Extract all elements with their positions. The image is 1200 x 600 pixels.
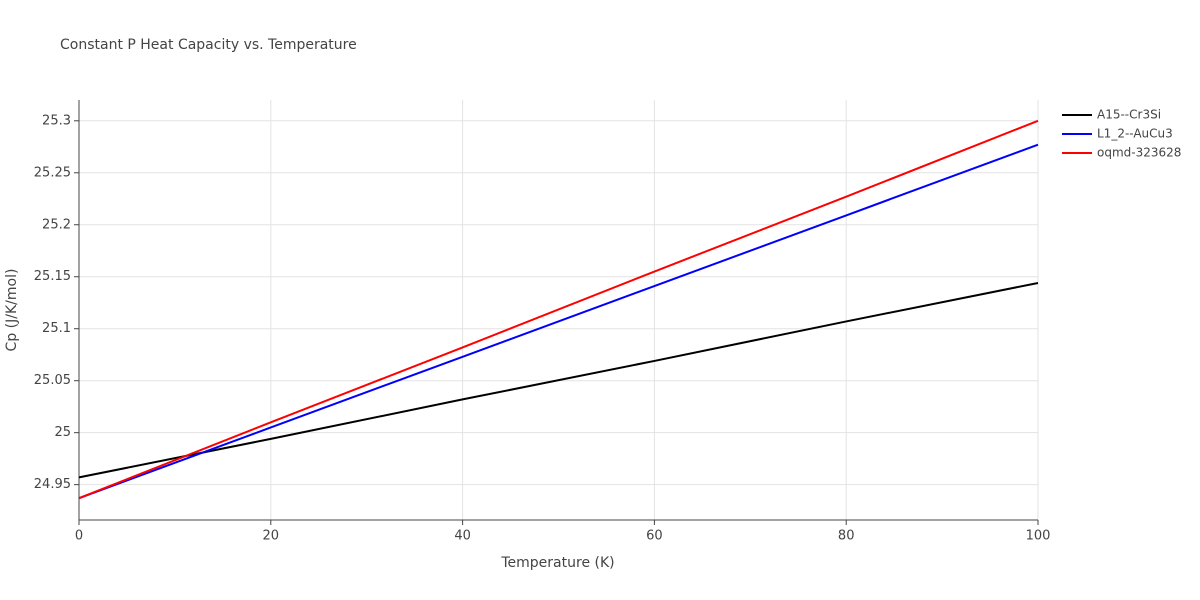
y-tick-label: 24.95 <box>34 477 71 492</box>
x-tick-label: 80 <box>838 529 855 544</box>
legend-label: L1_2--AuCu3 <box>1097 127 1173 141</box>
legend-label: oqmd-323628 <box>1097 146 1181 160</box>
y-tick-label: 25.3 <box>42 113 71 128</box>
y-tick-label: 25.25 <box>34 165 71 180</box>
x-tick-label: 100 <box>1026 529 1051 544</box>
y-tick-label: 25 <box>54 425 71 440</box>
y-tick-label: 25.2 <box>42 217 71 232</box>
series-line <box>78 143 1039 500</box>
x-axis-label: Temperature (K) <box>500 555 614 571</box>
y-axis-label: Cp (J/K/mol) <box>4 269 20 352</box>
y-tick-label: 25.15 <box>34 269 71 284</box>
x-tick-label: 60 <box>646 529 663 544</box>
y-tick-label: 25.1 <box>42 321 71 336</box>
series-line <box>78 119 1039 500</box>
x-tick-label: 40 <box>454 529 471 544</box>
legend-label: A15--Cr3Si <box>1097 108 1161 122</box>
x-tick-label: 20 <box>263 529 280 544</box>
chart-title: Constant P Heat Capacity vs. Temperature <box>60 37 357 53</box>
x-tick-label: 0 <box>75 529 83 544</box>
y-tick-label: 25.05 <box>34 373 71 388</box>
series-line <box>78 281 1039 479</box>
